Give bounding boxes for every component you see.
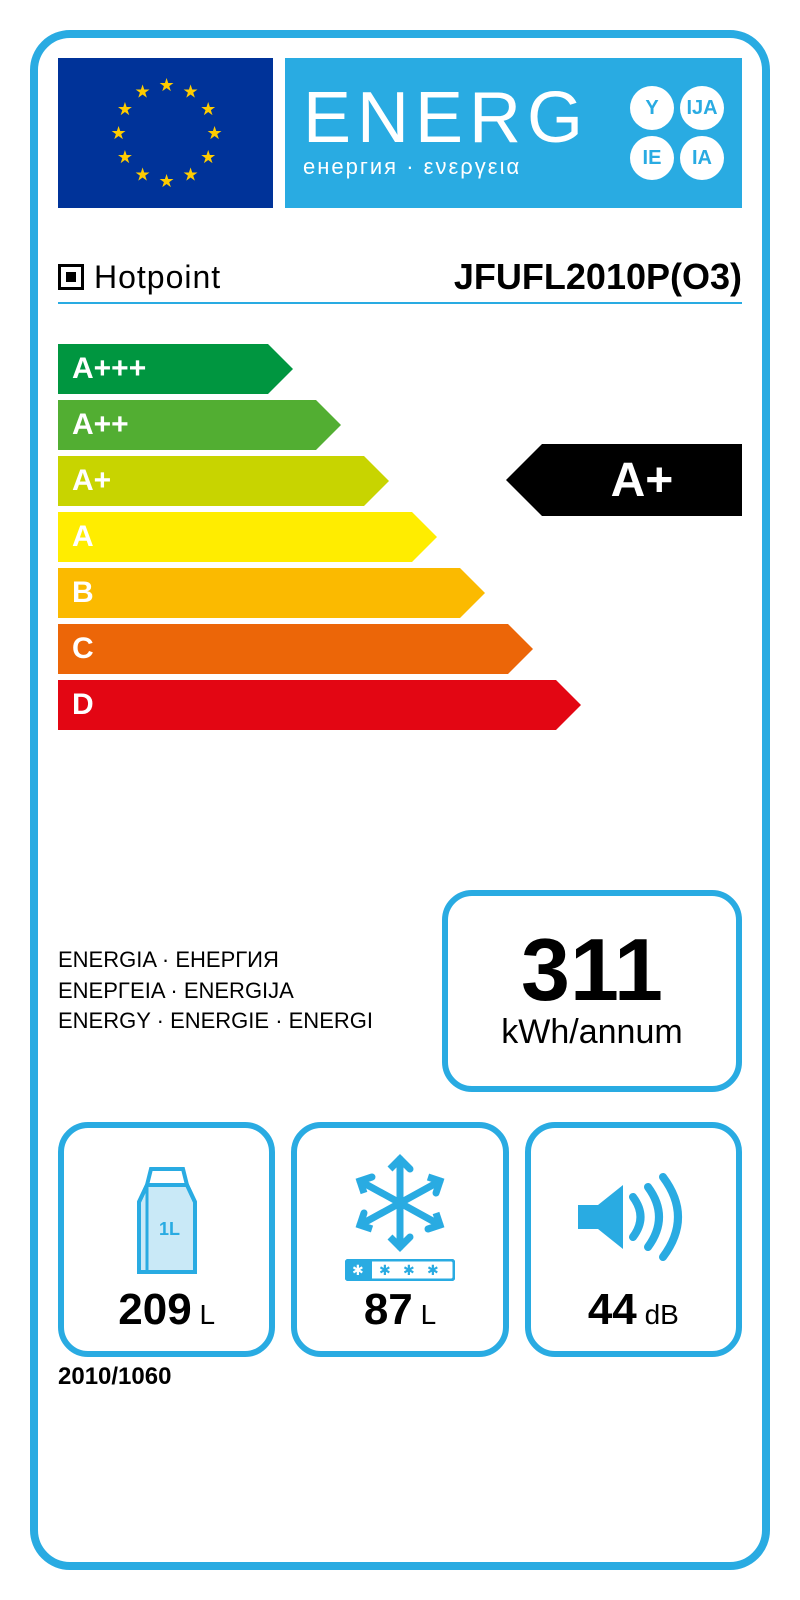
- regulation-number: 2010/1060: [58, 1363, 742, 1391]
- eu-star: ★: [117, 150, 131, 164]
- header: ★★★★★★★★★★★★ ENERG енергия · ενεργεια YI…: [58, 58, 742, 208]
- snowflake-icon: [350, 1153, 450, 1253]
- efficiency-bar-label: A+: [72, 464, 111, 498]
- svg-text:✱: ✱: [403, 1262, 415, 1278]
- milk-carton-icon: 1L: [127, 1157, 207, 1277]
- svg-text:1L: 1L: [159, 1219, 180, 1239]
- energy-unit: kWh/annum: [458, 1013, 726, 1052]
- efficiency-chart: A+++ A++ A+ ABCD A+: [58, 344, 742, 730]
- efficiency-bar: A++: [58, 400, 316, 450]
- eu-star: ★: [200, 150, 214, 164]
- bottom-row: 1L 209 L: [58, 1122, 742, 1357]
- star-rating-icon: ✱ ✱ ✱ ✱: [345, 1259, 455, 1281]
- noise-box: 44 dB: [525, 1122, 742, 1357]
- efficiency-bar: D: [58, 680, 556, 730]
- efficiency-bar-label: C: [72, 632, 94, 666]
- frozen-volume-box: ✱ ✱ ✱ ✱ 87 L: [291, 1122, 508, 1357]
- svg-text:✱: ✱: [352, 1262, 364, 1278]
- suffix-circle: Y: [630, 86, 674, 130]
- efficiency-bar: B: [58, 568, 460, 618]
- eu-star: ★: [135, 168, 149, 182]
- energy-value: 311: [458, 930, 726, 1009]
- efficiency-bar: A+: [58, 456, 364, 506]
- energy-label-line: ΕΝΕΡΓΕΙΑ · ENERGIJA: [58, 976, 412, 1007]
- fresh-volume-value: 209 L: [118, 1285, 215, 1335]
- header-title: ENERG: [303, 86, 620, 151]
- speaker-icon: [568, 1167, 698, 1267]
- svg-text:✱: ✱: [427, 1262, 439, 1278]
- efficiency-bar-label: A++: [72, 408, 129, 442]
- brand-icon: [58, 264, 84, 290]
- noise-value: 44 dB: [588, 1285, 679, 1335]
- efficiency-bar: C: [58, 624, 508, 674]
- efficiency-bar: A: [58, 512, 412, 562]
- energy-consumption-box: 311 kWh/annum: [442, 890, 742, 1092]
- model-number: JFUFL2010P(O3): [454, 256, 742, 298]
- energy-row: ENERGIA · ЕНЕРГИЯΕΝΕΡΓΕΙΑ · ENERGIJAENER…: [58, 890, 742, 1092]
- frozen-volume-value: 87 L: [364, 1285, 436, 1335]
- eu-star: ★: [135, 84, 149, 98]
- brand-row: Hotpoint JFUFL2010P(O3): [58, 256, 742, 304]
- energy-label: ★★★★★★★★★★★★ ENERG енергия · ενεργεια YI…: [30, 30, 770, 1570]
- suffix-circle: IJA: [680, 86, 724, 130]
- eu-star: ★: [207, 126, 221, 140]
- efficiency-bar: A+++: [58, 344, 268, 394]
- energy-label-line: ENERGIA · ЕНЕРГИЯ: [58, 945, 412, 976]
- header-subtitle: енергия · ενεργεια: [303, 154, 620, 180]
- svg-text:✱: ✱: [379, 1262, 391, 1278]
- eu-star: ★: [159, 174, 173, 188]
- suffix-circle: IE: [630, 136, 674, 180]
- suffix-circle: IA: [680, 136, 724, 180]
- efficiency-bar-label: D: [72, 688, 94, 722]
- efficiency-bar-label: A: [72, 520, 94, 554]
- rating-indicator: A+: [542, 444, 742, 516]
- energy-label-line: ENERGY · ENERGIE · ENERGI: [58, 1006, 412, 1037]
- eu-star: ★: [183, 84, 197, 98]
- energy-multilingual-labels: ENERGIA · ЕНЕРГИЯΕΝΕΡΓΕΙΑ · ENERGIJAENER…: [58, 945, 412, 1037]
- suffix-grid: YIJAIEIA: [630, 86, 724, 180]
- brand-name: Hotpoint: [94, 259, 221, 296]
- fresh-volume-box: 1L 209 L: [58, 1122, 275, 1357]
- efficiency-bar-label: B: [72, 576, 94, 610]
- eu-star: ★: [159, 78, 173, 92]
- energ-box: ENERG енергия · ενεργεια YIJAIEIA: [285, 58, 742, 208]
- eu-star: ★: [111, 126, 125, 140]
- eu-flag: ★★★★★★★★★★★★: [58, 58, 273, 208]
- eu-star: ★: [183, 168, 197, 182]
- brand-logo: Hotpoint: [58, 259, 221, 296]
- efficiency-bar-label: A+++: [72, 352, 146, 386]
- eu-star: ★: [200, 102, 214, 116]
- eu-star: ★: [117, 102, 131, 116]
